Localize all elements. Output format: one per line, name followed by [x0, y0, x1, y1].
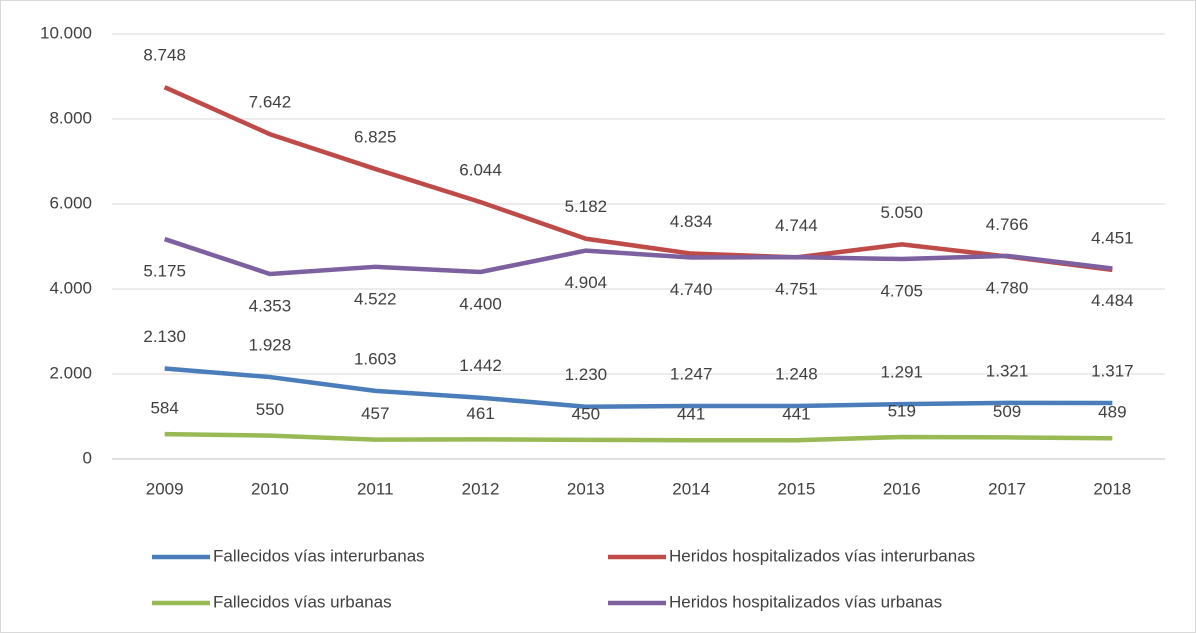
data-label: 1.230 — [565, 365, 608, 384]
data-label: 2.130 — [143, 327, 186, 346]
data-label: 1.442 — [459, 356, 502, 375]
y-tick-label: 8.000 — [49, 108, 92, 127]
data-label: 457 — [361, 404, 389, 423]
data-label: 5.175 — [143, 262, 186, 281]
data-label: 4.751 — [775, 280, 818, 299]
data-label: 509 — [993, 402, 1021, 421]
data-label: 4.484 — [1091, 291, 1134, 310]
x-tick-label: 2017 — [988, 479, 1026, 498]
series-line — [163, 85, 1113, 273]
data-label: 8.748 — [143, 46, 186, 65]
data-label: 450 — [572, 404, 600, 423]
data-label: 1.248 — [775, 364, 818, 383]
data-label: 519 — [888, 401, 916, 420]
x-tick-label: 2011 — [357, 479, 394, 498]
y-tick-label: 0 — [83, 448, 92, 467]
y-tick-label: 4.000 — [49, 278, 92, 297]
data-label: 489 — [1098, 403, 1126, 422]
x-tick-label: 2015 — [778, 479, 816, 498]
data-label: 4.522 — [354, 289, 397, 308]
data-label: 5.182 — [565, 197, 608, 216]
data-label: 1.321 — [986, 361, 1029, 380]
data-label: 1.603 — [354, 349, 397, 368]
data-label: 4.353 — [249, 296, 292, 315]
y-tick-label: 6.000 — [49, 193, 92, 212]
y-tick-label: 10.000 — [40, 23, 92, 42]
data-label: 584 — [150, 399, 178, 418]
data-label: 7.642 — [249, 93, 292, 112]
series-line — [164, 431, 1113, 443]
data-label: 4.766 — [986, 215, 1029, 234]
data-label: 1.928 — [249, 336, 292, 355]
data-label: 4.904 — [565, 273, 608, 292]
data-label: 4.780 — [986, 278, 1029, 297]
data-label: 4.705 — [880, 282, 923, 301]
legend-label: Fallecidos vías urbanas — [213, 592, 392, 611]
data-label: 4.400 — [459, 294, 502, 313]
data-label: 6.825 — [354, 127, 397, 146]
data-label: 6.044 — [459, 161, 502, 180]
data-label: 4.744 — [775, 216, 818, 235]
x-tick-label: 2014 — [672, 479, 710, 498]
x-tick-label: 2012 — [462, 479, 500, 498]
data-label: 4.834 — [670, 212, 713, 231]
data-label: 461 — [466, 404, 494, 423]
data-label: 5.050 — [880, 203, 923, 222]
x-tick-label: 2010 — [251, 479, 289, 498]
legend-label: Heridos hospitalizados vías urbanas — [669, 592, 942, 611]
series-line — [163, 236, 1113, 277]
data-label: 1.291 — [880, 363, 923, 382]
x-tick-label: 2009 — [146, 479, 184, 498]
data-label: 441 — [677, 405, 705, 424]
data-label: 1.247 — [670, 364, 713, 383]
series-line — [164, 366, 1113, 409]
data-label: 441 — [782, 405, 810, 424]
x-tick-label: 2013 — [567, 479, 605, 498]
y-tick-label: 2.000 — [49, 363, 92, 382]
legend-label: Fallecidos vías interurbanas — [213, 546, 425, 565]
legend-label: Heridos hospitalizados vías interurbanas — [669, 546, 975, 565]
data-label: 550 — [256, 400, 284, 419]
x-tick-label: 2016 — [883, 479, 921, 498]
data-label: 4.740 — [670, 280, 713, 299]
data-label: 1.317 — [1091, 362, 1134, 381]
data-label: 4.451 — [1091, 228, 1134, 247]
x-tick-label: 2018 — [1093, 479, 1131, 498]
